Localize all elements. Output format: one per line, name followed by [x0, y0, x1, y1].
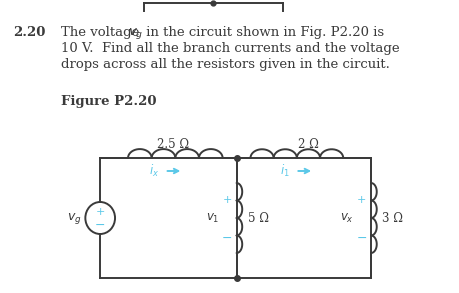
Text: −: − [95, 219, 105, 231]
Text: $v_g$: $v_g$ [128, 26, 143, 41]
Text: $i_x$: $i_x$ [149, 163, 159, 179]
Text: 10 V.  Find all the branch currents and the voltage: 10 V. Find all the branch currents and t… [61, 42, 399, 55]
Text: $i_1$: $i_1$ [280, 163, 289, 179]
Text: $v_x$: $v_x$ [340, 212, 353, 224]
Text: +: + [95, 207, 105, 217]
Text: The voltage: The voltage [61, 26, 144, 39]
Text: 2.20: 2.20 [13, 26, 45, 39]
Text: $v_g$: $v_g$ [67, 210, 81, 226]
Text: Figure P2.20: Figure P2.20 [61, 95, 157, 108]
Text: 2.5 Ω: 2.5 Ω [157, 137, 189, 151]
Text: $v_1$: $v_1$ [206, 212, 219, 224]
Text: 5 Ω: 5 Ω [247, 212, 268, 224]
Text: −: − [222, 231, 232, 244]
Text: +: + [222, 195, 231, 205]
Text: 3 Ω: 3 Ω [381, 212, 403, 224]
Text: +: + [356, 195, 366, 205]
Text: −: − [356, 231, 366, 244]
Text: 2 Ω: 2 Ω [297, 137, 318, 151]
Text: in the circuit shown in Fig. P2.20 is: in the circuit shown in Fig. P2.20 is [142, 26, 383, 39]
Text: drops across all the resistors given in the circuit.: drops across all the resistors given in … [61, 58, 389, 71]
